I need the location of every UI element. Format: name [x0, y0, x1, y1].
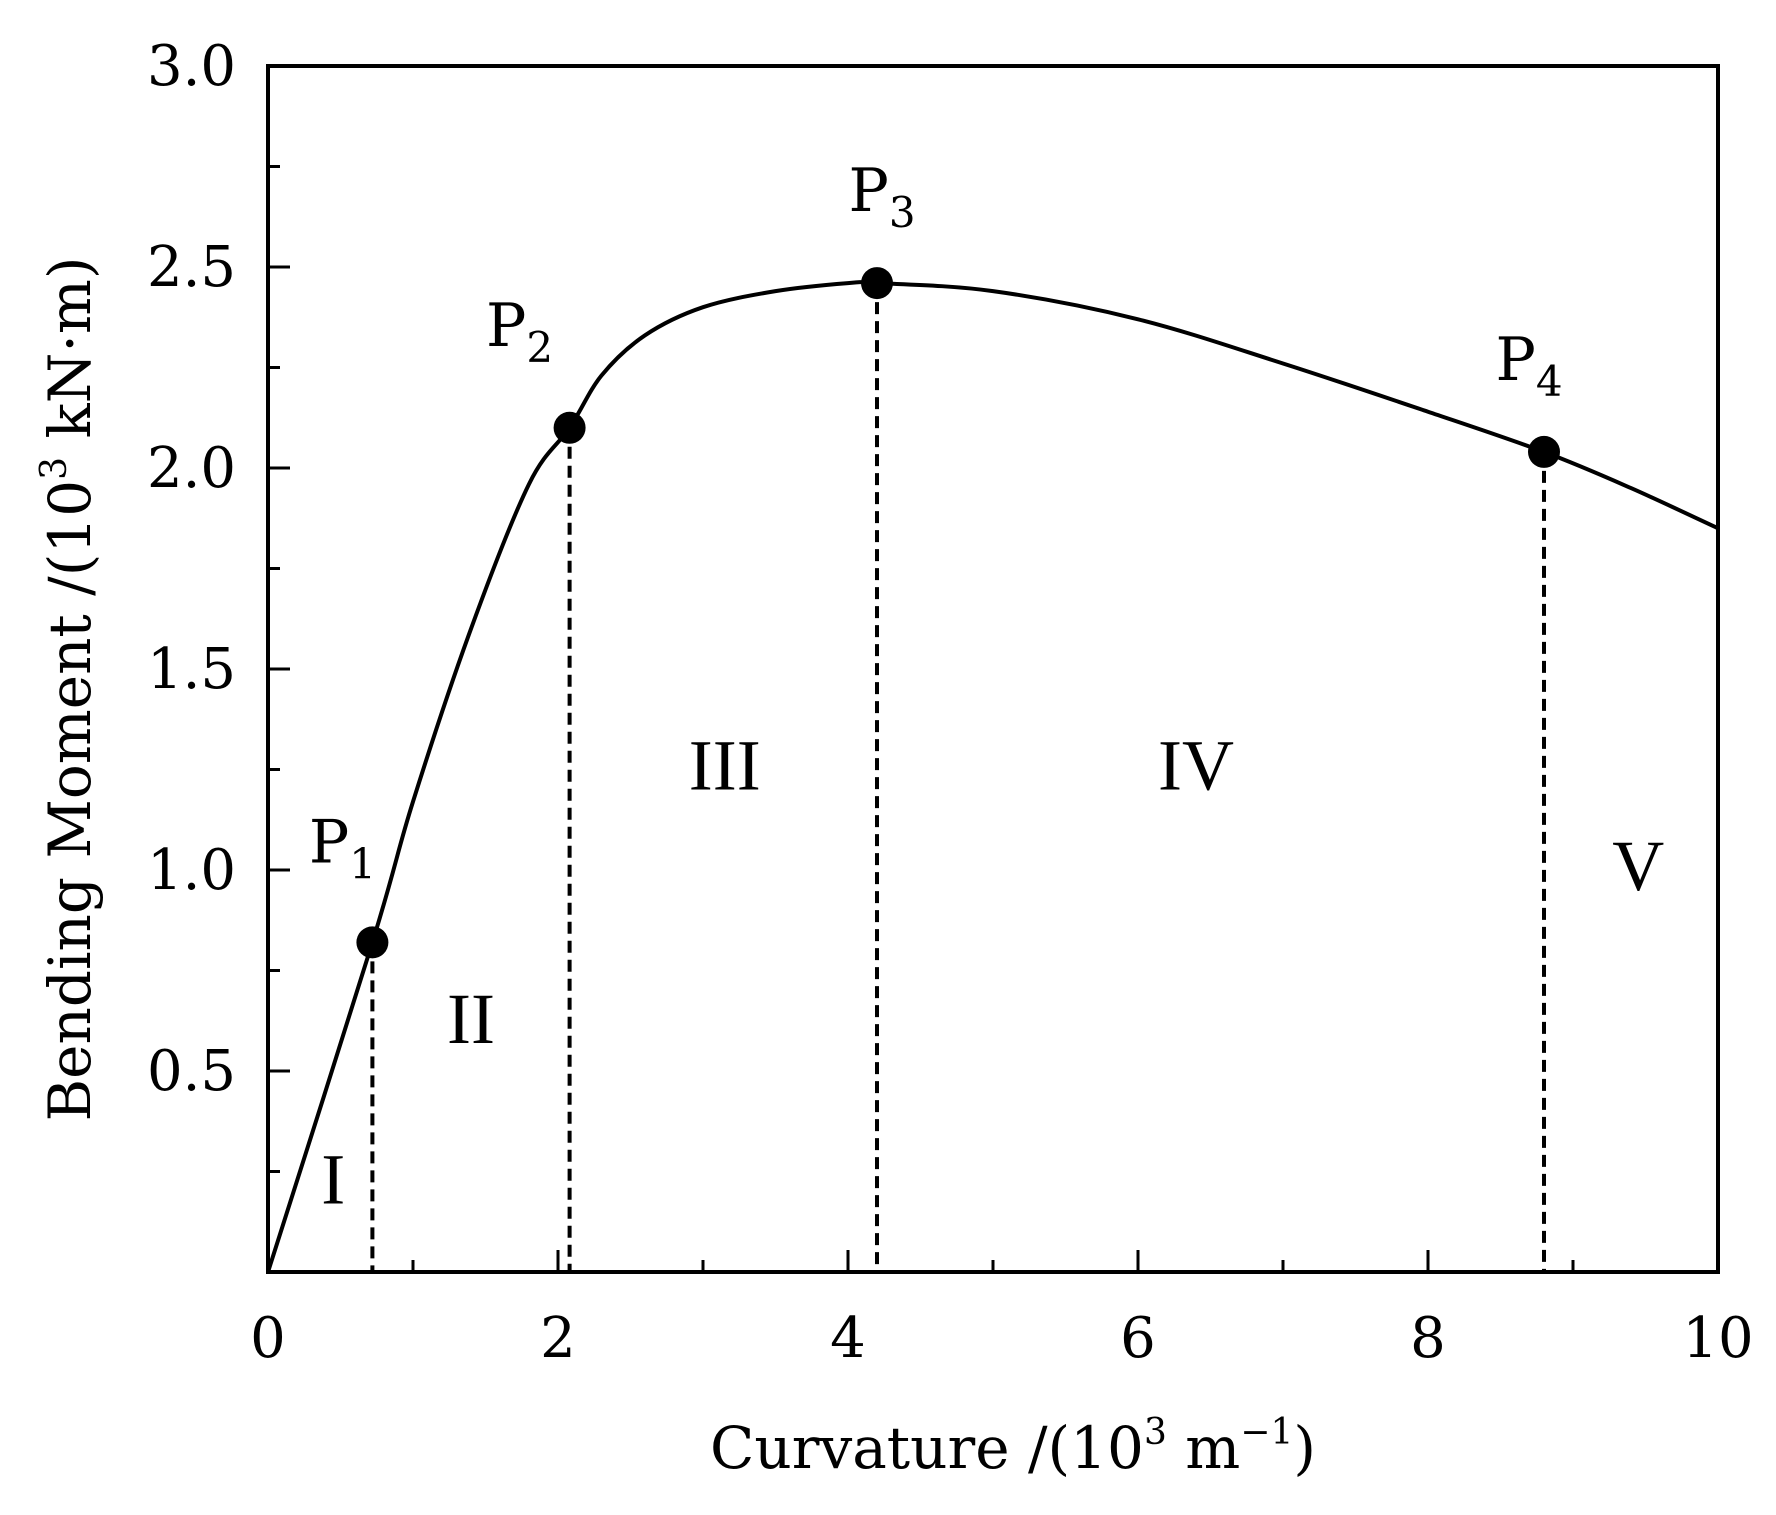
- axis-tick-labels: 0 2 4 6 8 10 0.5 1.0 1.5 2.0 2.5 3.0: [147, 34, 1754, 1371]
- point-label-p2: P2: [486, 291, 553, 372]
- x-axis-title: Curvature /(103 m−1): [710, 1412, 1316, 1482]
- point-p3: [861, 267, 893, 300]
- point-label-p1: P1: [309, 807, 376, 888]
- region-label-iv: IV: [1158, 726, 1234, 806]
- region-label-iii: III: [689, 726, 761, 806]
- region-divider-lines: [370, 283, 1546, 1272]
- point-p1: [356, 926, 389, 959]
- region-label-ii: II: [447, 979, 495, 1059]
- y-tick-label: 0.5: [147, 1039, 236, 1104]
- plot-frame: [266, 64, 1720, 1274]
- point-p2: [553, 411, 586, 444]
- x-tick-label: 10: [1682, 1306, 1753, 1371]
- characteristic-points: P1 P2 P3 P4: [309, 156, 1563, 959]
- axis-ticks: [266, 64, 1720, 1272]
- y-tick-label: 3.0: [147, 34, 236, 99]
- y-tick-label: 2.0: [147, 436, 236, 501]
- y-tick-label: 1.5: [147, 637, 236, 702]
- x-tick-label: 2: [540, 1306, 576, 1371]
- y-tick-label: 1.0: [147, 838, 236, 903]
- x-tick-label: 0: [250, 1306, 286, 1371]
- point-p4: [1528, 435, 1560, 468]
- region-label-i: I: [321, 1140, 345, 1220]
- y-tick-label: 2.5: [147, 235, 236, 300]
- point-label-p3: P3: [848, 156, 915, 237]
- point-label-p4: P4: [1495, 325, 1562, 406]
- x-tick-label: 4: [830, 1306, 866, 1371]
- region-label-v: V: [1612, 826, 1664, 906]
- x-tick-label: 8: [1410, 1306, 1446, 1371]
- y-axis-title: Bending Moment /(103 kN·m): [34, 257, 104, 1122]
- moment-curvature-curve: [266, 280, 1719, 1273]
- x-tick-label: 6: [1120, 1306, 1156, 1371]
